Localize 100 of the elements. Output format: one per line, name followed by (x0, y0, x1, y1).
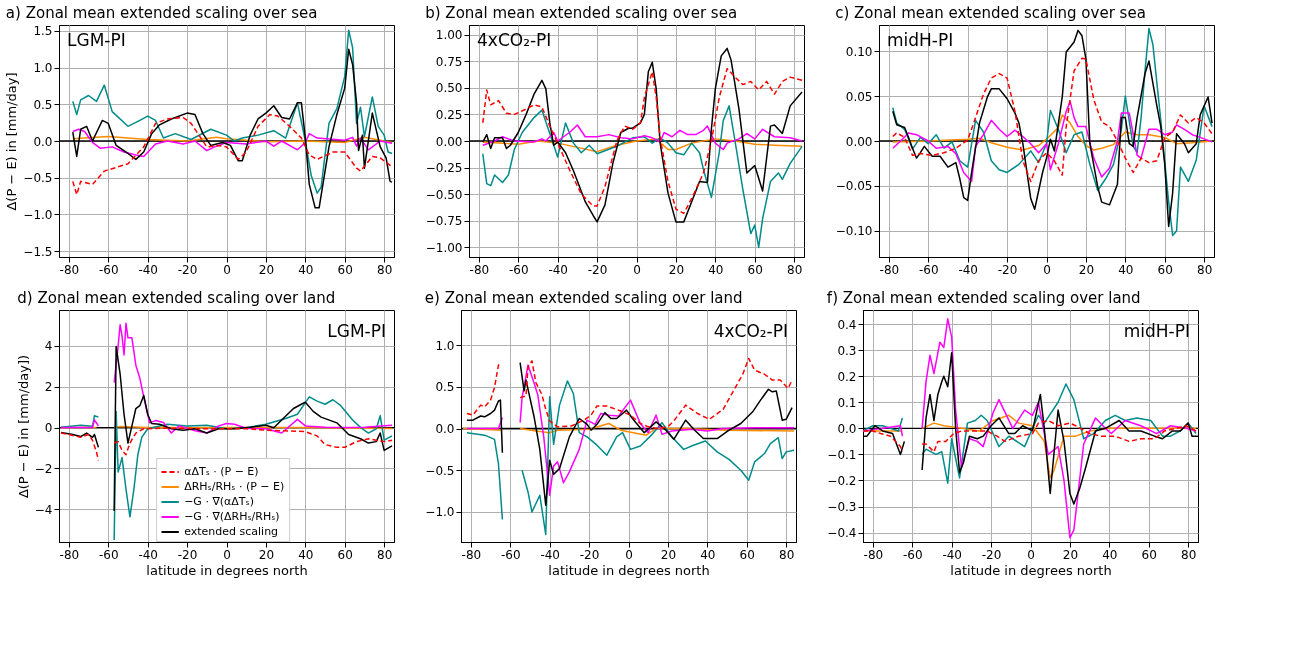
y-tick-label: −1.0 (23, 207, 53, 222)
annotation: 4xCO₂-PI (713, 321, 788, 341)
x-tick-label: -80 (59, 547, 80, 562)
y-tick-label: 0.75 (435, 54, 463, 69)
line-series (482, 124, 803, 151)
x-tick-label: 20 (1078, 262, 1095, 277)
y-tick-label: 0.1 (837, 395, 857, 410)
y-tick-label: 0.5 (33, 97, 53, 112)
x-tick-label: 40 (1118, 262, 1134, 277)
y-tick-label: −0.05 (835, 179, 873, 194)
x-tick-label: -60 (902, 547, 923, 562)
x-tick-label: 20 (258, 262, 275, 277)
x-tick-label: 80 (377, 547, 393, 562)
x-tick-label: 80 (787, 262, 803, 277)
chart-title: f) Zonal mean extended scaling over land (826, 289, 1141, 307)
annotation: midH-PI (887, 30, 954, 50)
y-tick-label: 0.2 (837, 369, 857, 384)
y-tick-label: 0.0 (435, 422, 455, 436)
line-series (482, 138, 803, 153)
line-series (72, 128, 393, 158)
y-tick-label: −0.4 (827, 526, 857, 541)
x-axis-title: latitude in degrees north (950, 562, 1112, 578)
chart-title: d) Zonal mean extended scaling over land (17, 289, 336, 307)
y-tick-label: 0.05 (845, 89, 873, 104)
x-tick-label: -60 (508, 262, 529, 277)
y-tick-label: −1.5 (23, 244, 53, 259)
chart-title: e) Zonal mean extended scaling over land (424, 289, 743, 307)
x-tick-label: 80 (779, 547, 795, 562)
y-tick-label: 1.0 (33, 61, 53, 76)
y-tick-label: 1.00 (435, 28, 463, 43)
y-tick-label: 0.10 (845, 44, 873, 59)
x-tick-label: -80 (461, 547, 482, 562)
x-tick-label: 0 (1043, 262, 1051, 277)
y-tick-label: −0.5 (425, 463, 455, 478)
y-axis-title: Δ(P − E) in [mm/day]) (15, 354, 31, 499)
x-tick-label: -40 (548, 262, 568, 277)
y-tick-label: 1.0 (435, 338, 455, 353)
x-tick-label: 20 (258, 547, 275, 562)
chart-title: b) Zonal mean extended scaling over sea (425, 4, 738, 22)
line-series (482, 67, 803, 215)
y-tick-label: 0.50 (435, 81, 463, 96)
x-tick-label: -80 (863, 547, 884, 562)
y-tick-label: −2 (34, 461, 53, 476)
x-tick-label: -80 (59, 262, 80, 277)
x-tick-label: 0 (1027, 547, 1035, 562)
x-tick-label: 60 (337, 547, 353, 562)
x-tick-label: 20 (668, 262, 685, 277)
x-tick-label: 60 (739, 547, 755, 562)
x-tick-label: 40 (700, 547, 716, 562)
x-tick-label: -40 (540, 547, 560, 562)
y-tick-label: 0.0 (837, 421, 857, 436)
y-tick-label: −0.5 (23, 171, 53, 186)
annotation: LGM-PI (67, 30, 126, 50)
y-tick-label: 0.00 (845, 134, 873, 149)
line-series (892, 114, 1213, 151)
line-series (892, 100, 1213, 183)
legend-label: ΔRHₛ/RHₛ · (P − E) (184, 480, 285, 493)
x-tick-label: 80 (1197, 262, 1213, 277)
x-tick-label: 40 (1102, 547, 1118, 562)
x-tick-label: 60 (1157, 262, 1173, 277)
y-tick-label: −1.0 (425, 505, 455, 520)
legend-label: extended scaling (184, 525, 279, 538)
y-tick-label: −0.25 (425, 161, 463, 176)
x-tick-label: -60 (918, 262, 939, 277)
x-tick-label: 0 (633, 262, 641, 277)
x-tick-label: 0 (223, 262, 231, 277)
x-tick-label: -80 (879, 262, 900, 277)
y-tick-label: 0.0 (33, 134, 53, 149)
chart-title: c) Zonal mean extended scaling over sea (835, 4, 1146, 22)
y-tick-label: 0.3 (837, 343, 857, 358)
y-tick-label: −0.1 (827, 447, 857, 462)
x-tick-label: 80 (377, 262, 393, 277)
x-tick-label: 60 (747, 262, 763, 277)
x-tick-label: 20 (660, 547, 677, 562)
line-series (72, 113, 393, 196)
y-tick-label: 0.00 (435, 134, 463, 149)
x-tick-label: -20 (177, 547, 198, 562)
line-series (892, 57, 1213, 183)
y-tick-label: 2 (44, 380, 53, 395)
x-tick-label: 80 (1181, 547, 1197, 562)
x-tick-label: -40 (138, 547, 158, 562)
x-tick-label: -20 (587, 262, 608, 277)
legend-label: −G · ∇(αΔTₛ) (184, 495, 254, 508)
y-tick-label: 0 (44, 421, 53, 436)
x-tick-label: -20 (981, 547, 1002, 562)
y-tick-label: −1.00 (425, 240, 463, 255)
x-tick-label: -80 (469, 262, 490, 277)
x-tick-label: 40 (708, 262, 724, 277)
annotation: 4xCO₂-PI (477, 30, 552, 50)
x-tick-label: -60 (98, 262, 119, 277)
x-axis-title: latitude in degrees north (146, 562, 308, 578)
x-tick-label: 20 (1062, 547, 1079, 562)
x-tick-label: -60 (98, 547, 119, 562)
line-series (482, 105, 803, 249)
x-tick-label: 40 (298, 262, 314, 277)
x-tick-label: -40 (958, 262, 978, 277)
x-tick-label: -60 (500, 547, 521, 562)
chart-title: a) Zonal mean extended scaling over sea (5, 3, 318, 22)
y-tick-label: 4 (44, 339, 53, 354)
x-tick-label: 0 (223, 547, 231, 562)
